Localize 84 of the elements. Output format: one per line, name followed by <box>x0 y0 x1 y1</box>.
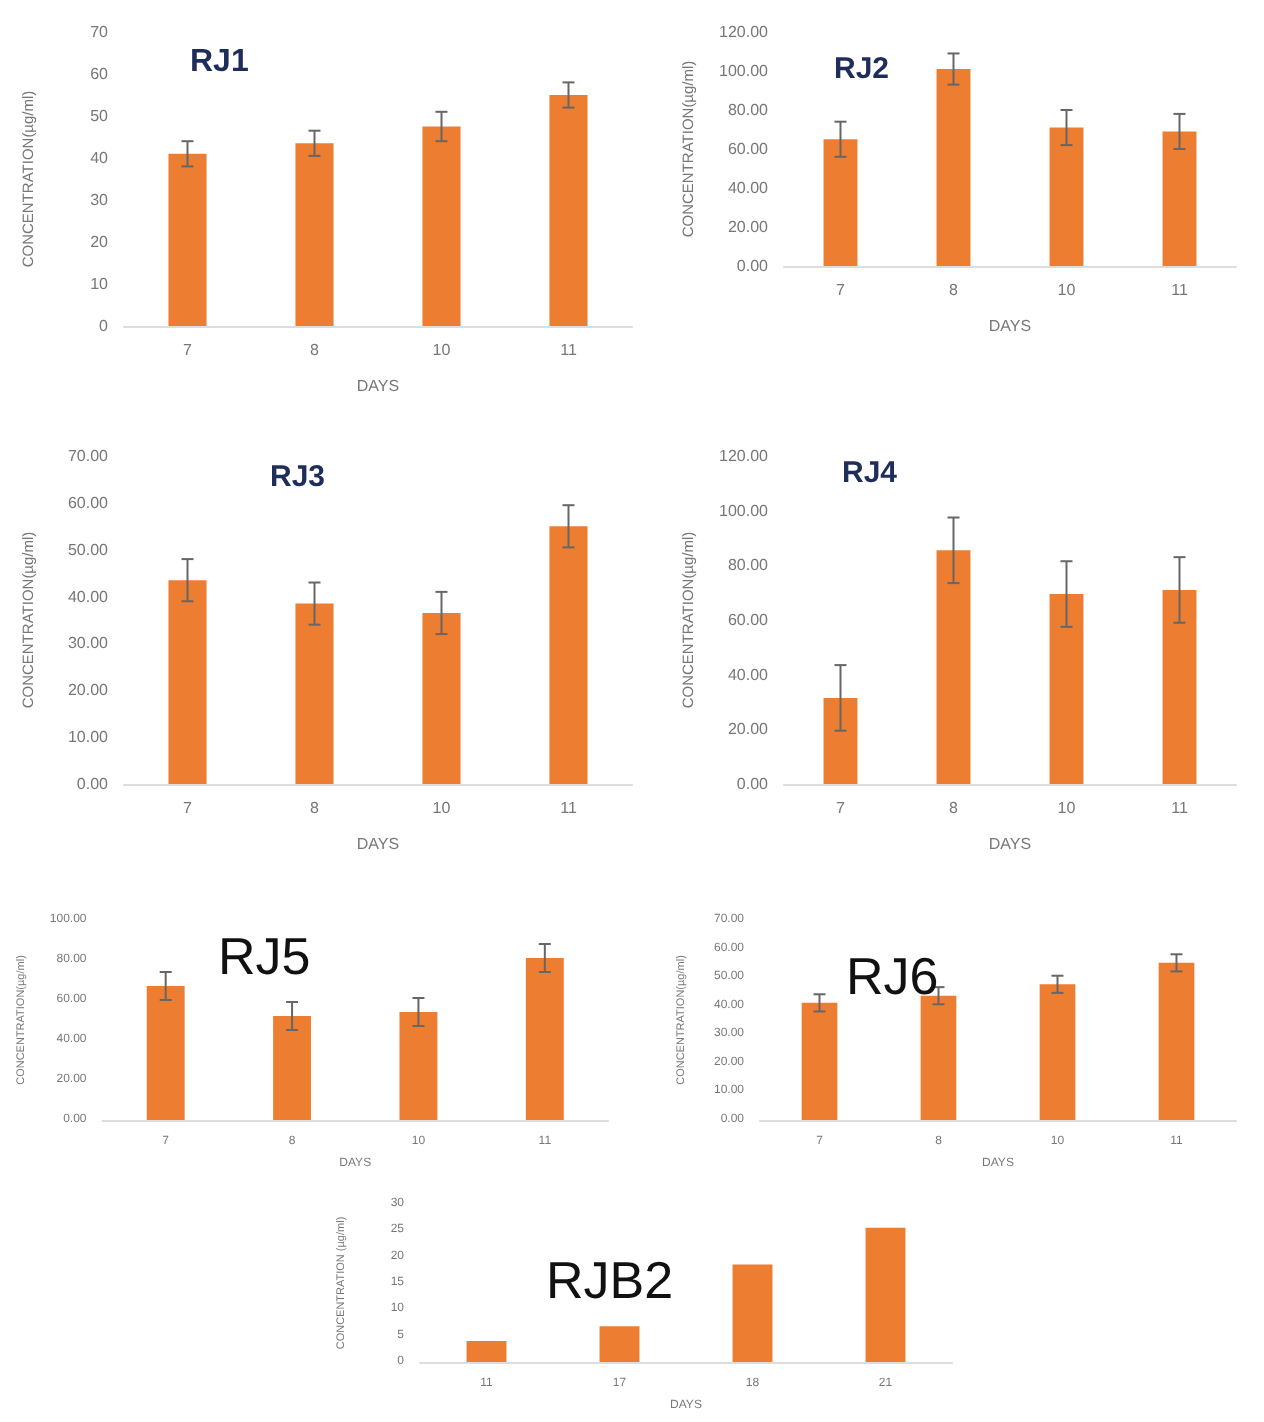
y-tick-label: 80.00 <box>727 101 770 119</box>
bar <box>422 126 461 326</box>
bar <box>549 526 588 784</box>
x-tick-label: 11 <box>560 799 578 817</box>
bar <box>1162 589 1197 784</box>
bar <box>823 697 858 784</box>
bar <box>936 550 971 784</box>
y-tick-label: 50.00 <box>67 540 110 559</box>
bar <box>599 1326 640 1362</box>
x-tick-label: 8 <box>310 341 321 359</box>
y-tick-label: 30 <box>90 191 110 209</box>
bar <box>525 958 564 1120</box>
y-tick-label: 40.00 <box>727 665 770 684</box>
text: RJ2 <box>834 52 890 86</box>
x-tick-label: 10 <box>432 341 452 359</box>
bar <box>399 1012 438 1120</box>
bar <box>273 1016 312 1120</box>
y-tick-label: 80.00 <box>727 556 770 575</box>
bar <box>1162 131 1197 266</box>
y-tick-label: 120.00 <box>719 447 770 465</box>
y-tick-label: 100.00 <box>719 501 770 520</box>
y-tick-label: 0 <box>99 317 110 335</box>
x-tick-label: 8 <box>310 799 321 817</box>
y-tick-label: 60.00 <box>727 611 770 629</box>
bar <box>466 1340 507 1362</box>
y-tick-label: 60 <box>90 65 110 83</box>
y-tick-label: 0.00 <box>76 775 110 793</box>
bar <box>295 603 334 784</box>
bar <box>295 143 334 326</box>
y-tick-label: 40.00 <box>67 587 110 606</box>
x-tick-label: 7 <box>183 799 194 817</box>
chart-title: RJ3 <box>270 460 326 494</box>
y-tick-label: 70 <box>90 23 110 41</box>
bar <box>1039 984 1076 1120</box>
x-tick-label: 11 <box>1171 281 1189 299</box>
chart-title: RJ4 <box>842 456 899 490</box>
x-axis-title: DAYS <box>356 835 400 853</box>
x-axis-title: DAYS <box>988 317 1032 335</box>
x-tick-label: 11 <box>560 341 578 359</box>
bar <box>168 153 207 326</box>
y-tick-label: 20.00 <box>727 720 770 739</box>
y-tick-label: 0.00 <box>736 775 770 793</box>
bar <box>936 69 971 266</box>
bar <box>146 986 185 1120</box>
y-tick-label: 60.00 <box>727 140 770 158</box>
x-tick-label: 7 <box>836 281 847 299</box>
bar <box>732 1264 773 1362</box>
y-tick-label: 20.00 <box>727 218 770 236</box>
y-tick-label: 60.00 <box>67 493 110 512</box>
y-tick-label: 20 <box>90 233 110 251</box>
y-tick-label: 20.00 <box>67 681 110 700</box>
bar <box>422 612 461 784</box>
y-tick-label: 120.00 <box>719 23 770 41</box>
bar <box>1158 962 1195 1120</box>
x-tick-label: 11 <box>1171 799 1189 817</box>
bar <box>168 580 207 784</box>
y-tick-label: 30.00 <box>67 634 110 653</box>
chart-title: RJ5 <box>218 926 311 986</box>
bar <box>801 1002 838 1120</box>
y-tick-label: 40.00 <box>727 179 770 197</box>
text: RJB2 <box>546 1250 674 1310</box>
bar <box>1049 594 1084 784</box>
x-tick-label: 8 <box>949 281 960 299</box>
x-tick-label: 7 <box>183 341 194 359</box>
bar <box>549 95 588 326</box>
bar <box>1049 127 1084 266</box>
bar <box>823 139 858 266</box>
y-tick-label: 70.00 <box>67 447 110 465</box>
chart-title: RJ1 <box>190 45 249 79</box>
y-tick-label: 10.00 <box>67 728 110 747</box>
x-tick-label: 8 <box>949 799 960 817</box>
x-tick-label: 10 <box>432 799 452 817</box>
y-tick-label: 40 <box>90 149 110 167</box>
x-tick-label: 10 <box>1057 799 1077 817</box>
x-axis-title: DAYS <box>988 835 1032 853</box>
x-tick-label: 10 <box>1057 281 1077 299</box>
y-tick-label: 100.00 <box>719 62 770 80</box>
bar <box>920 995 957 1120</box>
x-tick-label: 7 <box>836 799 847 817</box>
text: RJ6 <box>846 946 939 1006</box>
y-tick-label: 50 <box>90 107 110 125</box>
bar <box>865 1227 906 1362</box>
y-tick-label: 0.00 <box>736 257 770 275</box>
x-axis-title: DAYS <box>356 377 400 395</box>
